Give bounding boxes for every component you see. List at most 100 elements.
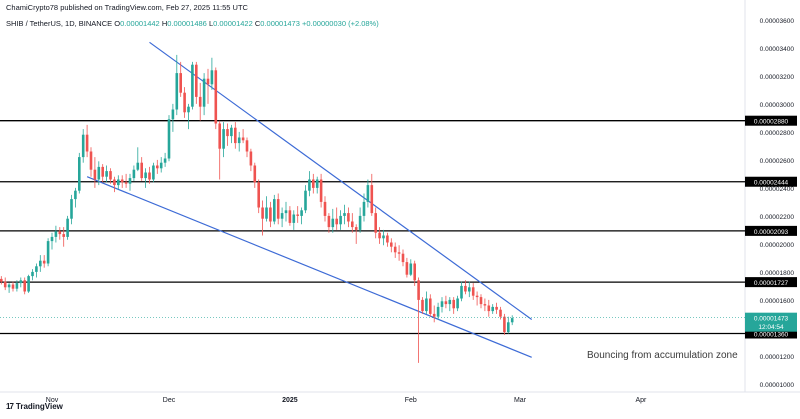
candle-body[interactable]	[319, 179, 323, 202]
candle-body[interactable]	[288, 210, 292, 223]
candle-body[interactable]	[159, 162, 163, 169]
candle-body[interactable]	[300, 210, 303, 216]
candle-body[interactable]	[292, 214, 296, 223]
candle-body[interactable]	[132, 169, 136, 179]
candle-body[interactable]	[444, 301, 448, 305]
candle-body[interactable]	[284, 210, 288, 214]
candle-body[interactable]	[58, 231, 62, 235]
candle-body[interactable]	[191, 64, 194, 107]
candle-body[interactable]	[382, 235, 385, 239]
candle-body[interactable]	[491, 306, 494, 312]
candle-body[interactable]	[440, 301, 444, 307]
candle-body[interactable]	[358, 215, 362, 230]
candle-body[interactable]	[261, 207, 264, 219]
candle-body[interactable]	[421, 299, 424, 312]
candle-body[interactable]	[70, 199, 73, 219]
candle-body[interactable]	[397, 252, 401, 254]
candle-body[interactable]	[409, 263, 413, 275]
candle-body[interactable]	[74, 190, 77, 200]
candle-body[interactable]	[432, 313, 436, 317]
candle-body[interactable]	[54, 231, 58, 237]
candle-body[interactable]	[156, 165, 159, 169]
candle-body[interactable]	[85, 134, 89, 152]
candle-body[interactable]	[468, 287, 471, 292]
candle-body[interactable]	[374, 213, 377, 233]
candle-body[interactable]	[510, 318, 514, 323]
candle-body[interactable]	[105, 171, 108, 177]
candle-body[interactable]	[109, 171, 112, 180]
candle-body[interactable]	[27, 276, 30, 292]
candle-body[interactable]	[234, 127, 237, 144]
candle-body[interactable]	[269, 207, 272, 222]
candle-body[interactable]	[128, 178, 132, 184]
tradingview-logo[interactable]: 17 TradingView	[6, 402, 63, 411]
candle-body[interactable]	[265, 207, 268, 219]
candle-body[interactable]	[11, 284, 15, 289]
candle-body[interactable]	[101, 166, 104, 177]
candle-body[interactable]	[343, 213, 346, 216]
candle-body[interactable]	[175, 73, 179, 110]
candle-body[interactable]	[144, 172, 147, 179]
candle-body[interactable]	[171, 109, 175, 120]
candle-body[interactable]	[214, 70, 218, 124]
candle-body[interactable]	[448, 299, 452, 305]
candle-body[interactable]	[335, 218, 338, 225]
candle-body[interactable]	[315, 179, 319, 188]
candle-body[interactable]	[241, 137, 245, 141]
candle-body[interactable]	[195, 64, 198, 97]
candle-body[interactable]	[436, 306, 440, 317]
candle-body[interactable]	[19, 280, 23, 284]
candle-body[interactable]	[507, 322, 510, 333]
candle-body[interactable]	[167, 119, 171, 159]
candle-body[interactable]	[35, 266, 38, 272]
candle-body[interactable]	[483, 304, 487, 306]
candle-body[interactable]	[89, 151, 93, 170]
candle-body[interactable]	[323, 201, 327, 216]
candle-body[interactable]	[362, 201, 366, 216]
candle-body[interactable]	[0, 278, 3, 282]
candle-body[interactable]	[253, 165, 257, 183]
candle-body[interactable]	[245, 140, 249, 152]
candle-body[interactable]	[296, 214, 299, 216]
candle-body[interactable]	[113, 179, 116, 186]
candle-body[interactable]	[393, 246, 397, 253]
candle-body[interactable]	[370, 185, 374, 214]
candle-body[interactable]	[452, 299, 455, 309]
candle-body[interactable]	[327, 215, 331, 228]
candle-body[interactable]	[163, 158, 167, 163]
candle-body[interactable]	[46, 241, 50, 264]
candle-body[interactable]	[499, 309, 502, 317]
candle-body[interactable]	[429, 298, 432, 314]
candle-body[interactable]	[273, 199, 276, 222]
candle-body[interactable]	[366, 185, 370, 202]
candle-body[interactable]	[280, 213, 284, 219]
candle-body[interactable]	[31, 271, 34, 277]
candle-body[interactable]	[81, 134, 85, 158]
candle-body[interactable]	[351, 221, 354, 228]
candle-body[interactable]	[386, 235, 389, 243]
trendline-upper[interactable]	[149, 41, 533, 320]
candle-body[interactable]	[218, 123, 221, 149]
candle-body[interactable]	[66, 218, 69, 237]
candle-body[interactable]	[237, 137, 241, 144]
candle-body[interactable]	[124, 182, 128, 184]
candle-body[interactable]	[339, 215, 342, 225]
candle-body[interactable]	[210, 70, 214, 85]
candle-body[interactable]	[464, 285, 467, 292]
candle-body[interactable]	[93, 169, 97, 180]
candle-body[interactable]	[152, 165, 155, 180]
candle-body[interactable]	[354, 227, 358, 230]
candle-body[interactable]	[312, 179, 315, 188]
candle-body[interactable]	[62, 234, 65, 237]
candle-body[interactable]	[42, 260, 46, 264]
candle-body[interactable]	[148, 172, 151, 180]
candle-body[interactable]	[226, 129, 229, 137]
candle-body[interactable]	[206, 78, 210, 85]
candle-body[interactable]	[487, 305, 491, 312]
candle-body[interactable]	[97, 166, 101, 180]
candle-body[interactable]	[471, 287, 475, 296]
candle-body[interactable]	[140, 162, 143, 179]
candle-body[interactable]	[78, 157, 81, 191]
candle-body[interactable]	[378, 232, 381, 239]
